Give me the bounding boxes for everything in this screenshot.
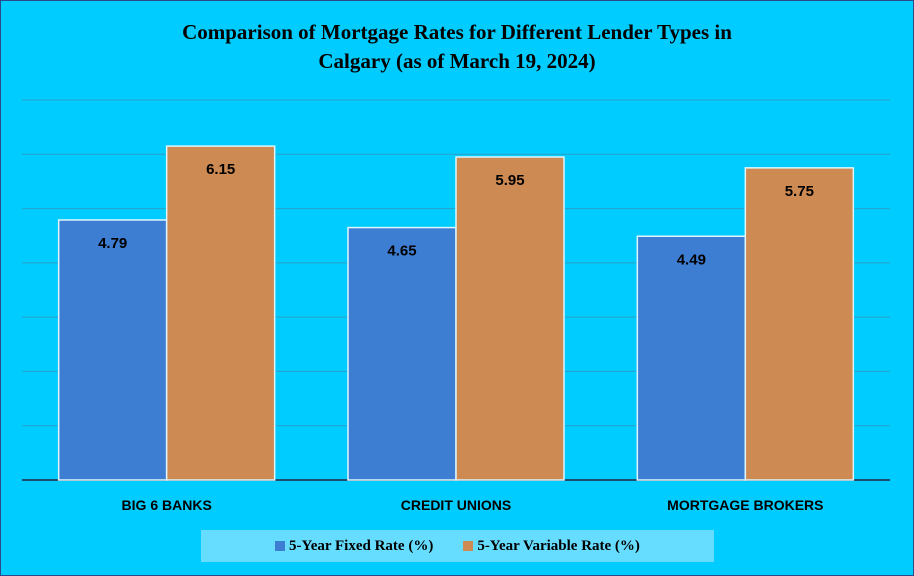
bar-fixed-1	[347, 226, 457, 481]
category-label-2: MORTGAGE BROKERS	[667, 497, 823, 513]
category-label-0: BIG 6 BANKS	[122, 497, 212, 513]
legend-label-variable: 5-Year Variable Rate (%)	[477, 537, 640, 554]
data-label-fixed-1: 4.65	[387, 243, 416, 260]
data-label-variable-0: 6.15	[206, 161, 235, 178]
data-label-variable-2: 5.75	[785, 183, 814, 200]
bar-variable-1	[455, 156, 565, 481]
legend-label-fixed: 5-Year Fixed Rate (%)	[289, 537, 434, 554]
bar-fixed-0	[57, 219, 168, 481]
bar-variable-0	[165, 145, 276, 481]
legend-swatch-variable	[463, 541, 474, 551]
legend-swatch-fixed	[275, 541, 286, 551]
chart-title-line-1: Comparison of Mortgage Rates for Differe…	[182, 20, 732, 44]
legend-item-variable: 5-Year Variable Rate (%)	[463, 538, 640, 555]
bar-variable-2	[744, 167, 855, 481]
category-label-1: CREDIT UNIONS	[401, 497, 511, 513]
chart-title-line-2: Calgary (as of March 19, 2024)	[318, 49, 596, 73]
legend-item-fixed: 5-Year Fixed Rate (%)	[275, 538, 433, 555]
data-label-fixed-2: 4.49	[677, 251, 706, 268]
data-label-fixed-0: 4.79	[98, 235, 127, 252]
bar-fixed-2	[636, 235, 747, 481]
legend: 5-Year Fixed Rate (%) 5-Year Variable Ra…	[201, 530, 714, 562]
chart-title: Comparison of Mortgage Rates for Differe…	[0, 18, 914, 76]
data-label-variable-1: 5.95	[495, 172, 524, 189]
